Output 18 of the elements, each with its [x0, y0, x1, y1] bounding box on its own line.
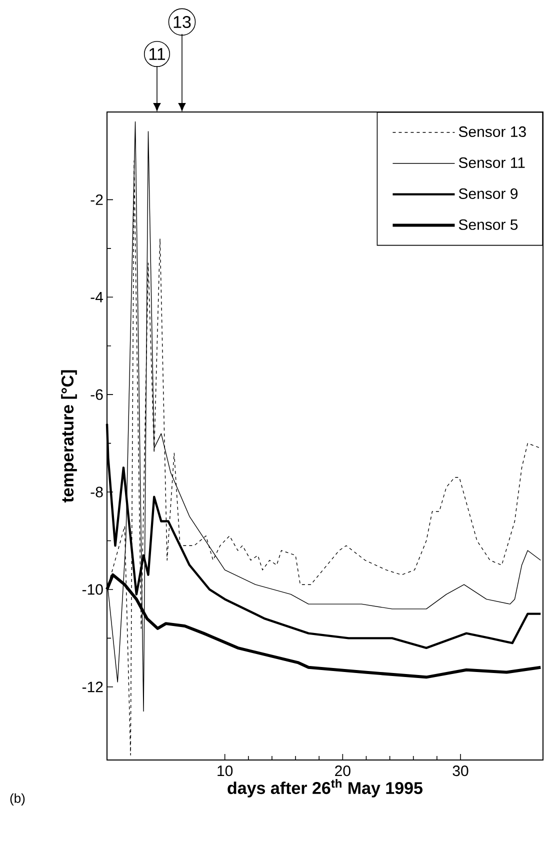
y-axis-title: temperature [°C]: [61, 370, 77, 502]
x-tick-label: 20: [335, 766, 350, 776]
legend-label: Sensor 5: [458, 219, 518, 230]
text: (b): [10, 793, 25, 806]
legend-label: Sensor 13: [458, 126, 526, 138]
x-tick-label: 10: [218, 766, 233, 776]
x-axis-title: days after 26$^{th}$ May 1995: [228, 779, 423, 798]
x-tick-label: 30: [452, 766, 468, 776]
text: 11: [149, 48, 165, 60]
y-tick-label: -10: [82, 584, 103, 595]
legend-label: Sensor 11: [458, 157, 525, 168]
y-tick-label: -2: [90, 194, 103, 205]
y-tick-label: -8: [90, 486, 103, 498]
legend-label: Sensor 9: [458, 188, 518, 199]
y-tick-label: -6: [90, 389, 103, 400]
text: 13: [174, 16, 191, 28]
y-tick-label: -12: [82, 682, 103, 692]
y-tick-label: -4: [90, 292, 104, 302]
